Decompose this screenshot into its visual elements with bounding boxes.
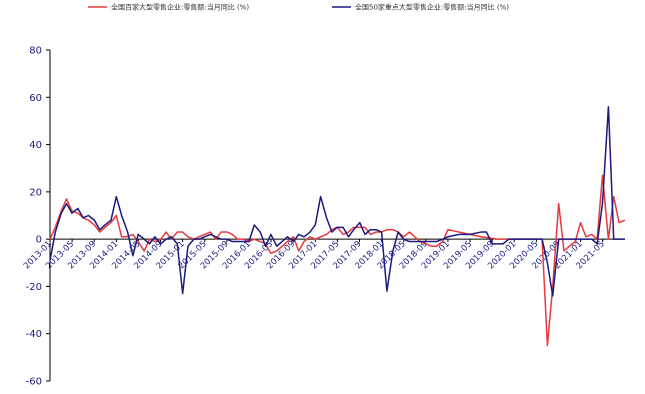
- y-tick-label: -40: [26, 329, 42, 340]
- y-tick-label: 60: [29, 93, 42, 104]
- series-line-1: [49, 105, 625, 297]
- y-tick-label: 0: [36, 235, 42, 246]
- series-layer: [49, 105, 626, 347]
- y-tick-label: 80: [29, 46, 42, 57]
- legend-label-series-0: 全国百家大型零售企业:零售额:当月同比 (%): [111, 3, 249, 12]
- y-tick-label: -20: [26, 282, 42, 293]
- y-tick-label: 20: [29, 187, 42, 198]
- legend-label-series-1: 全国50家重点大型零售企业:零售额:当月同比 (%): [355, 3, 509, 12]
- y-tick-label: -60: [26, 377, 42, 388]
- legend: 全国百家大型零售企业:零售额:当月同比 (%) 全国50家重点大型零售企业:零售…: [88, 3, 509, 12]
- y-tick-label: 40: [29, 140, 42, 151]
